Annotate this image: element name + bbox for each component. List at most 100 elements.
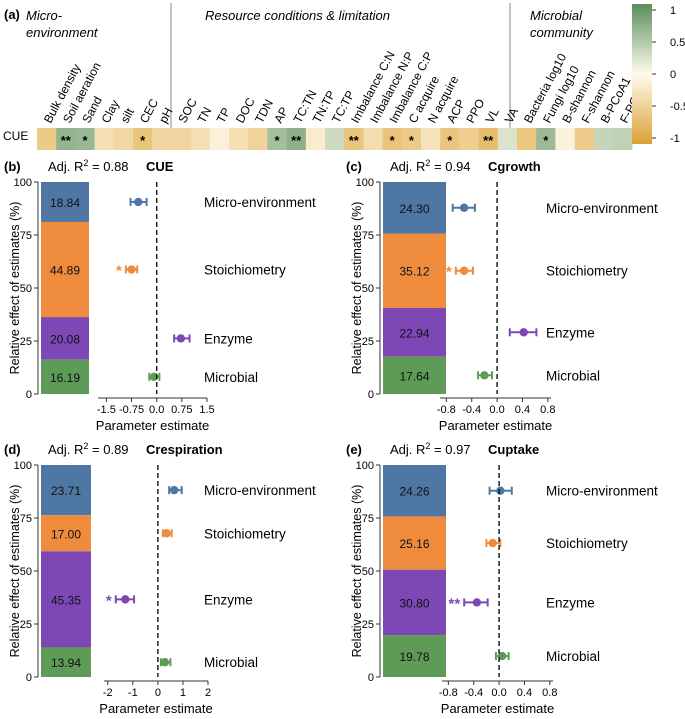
heatmap-row-label: CUE xyxy=(3,129,28,143)
heatmap-cell xyxy=(113,128,134,150)
y-tick-label: 25 xyxy=(362,619,374,631)
heatmap-significance: * xyxy=(543,133,549,148)
heatmap-cell xyxy=(56,128,76,150)
legend-colorbar xyxy=(632,4,652,144)
heatmap-cell xyxy=(286,128,307,150)
category-label: Enzyme xyxy=(546,595,595,610)
y-tick-label: 0 xyxy=(26,389,32,401)
stacked-bar-segment xyxy=(41,515,91,552)
y-axis-title: Relative effect of estimates (%) xyxy=(8,485,22,658)
y-tick-label: 50 xyxy=(20,566,32,578)
group-label-micro-environment-2: environment xyxy=(26,25,99,40)
stacked-bar-segment xyxy=(41,221,89,318)
x-tick-label: -0.75 xyxy=(119,404,144,416)
heatmap-cell xyxy=(152,128,172,150)
response-title: Crespiration xyxy=(146,442,223,457)
estimate-point xyxy=(176,334,186,343)
y-tick-label: 25 xyxy=(20,619,32,631)
y-axis-title: Relative effect of estimates (%) xyxy=(350,202,364,375)
heatmap-cell xyxy=(248,128,268,150)
heatmap-significance: * xyxy=(140,133,146,148)
y-tick-label: 50 xyxy=(362,283,374,295)
heatmap-cell xyxy=(421,128,441,150)
heatmap-cell xyxy=(613,128,633,150)
y-tick-label: 100 xyxy=(356,460,374,472)
heatmap-cell xyxy=(209,128,230,150)
y-tick-label: 0 xyxy=(26,672,32,684)
category-label: Microbial xyxy=(204,370,258,385)
y-tick-label: 75 xyxy=(362,230,374,242)
heatmap-cell xyxy=(344,128,364,150)
estimate-point xyxy=(519,328,528,337)
x-axis-title: Parameter estimate xyxy=(99,701,212,716)
stacked-bar-segment xyxy=(41,359,89,394)
x-tick-label: 0.4 xyxy=(515,404,530,416)
y-tick-label: 50 xyxy=(362,566,374,578)
category-label: Microbial xyxy=(546,368,600,383)
heatmap-column-label: VL xyxy=(482,106,501,126)
heatmap-significance: ** xyxy=(483,133,494,148)
x-tick-label: -0.4 xyxy=(464,687,483,699)
heatmap-significance: * xyxy=(82,133,88,148)
x-tick-label: -0.8 xyxy=(437,404,456,416)
adj-r2-value: = 0.88 xyxy=(88,159,128,174)
estimate-point xyxy=(480,371,489,380)
heatmap-significance: ** xyxy=(291,133,302,148)
heatmap-cell xyxy=(229,128,249,150)
adj-r2: Adj. R2 = 0.88 xyxy=(48,158,129,174)
estimate-point xyxy=(169,485,179,495)
estimate-point xyxy=(121,595,130,604)
heatmap-cell xyxy=(459,128,479,150)
heatmap-column-label: CEC xyxy=(137,96,161,125)
adj-r2: Adj. R2 = 0.94 xyxy=(390,158,471,174)
category-label: Stoichiometry xyxy=(546,536,628,551)
heatmap-column-label: AP xyxy=(271,105,291,126)
heatmap-cell xyxy=(267,128,287,150)
estimate-point xyxy=(134,197,143,207)
adj-r2-sup: 2 xyxy=(83,158,88,168)
estimate-point xyxy=(472,598,482,607)
significance-marker: * xyxy=(446,264,452,281)
x-tick-label: -0.8 xyxy=(439,687,458,699)
stacked-bar-segment xyxy=(383,182,446,234)
segment-value-label: 24.30 xyxy=(399,202,429,216)
heatmap-cell xyxy=(478,128,499,150)
adj-r2-value: = 0.94 xyxy=(430,159,470,174)
stacked-bar-segment xyxy=(383,307,446,357)
estimate-point xyxy=(459,203,469,212)
heatmap-cells: ** * * * ** ** * * * ** * xyxy=(37,128,633,150)
heatmap-significance: * xyxy=(274,133,280,148)
heatmap-cell xyxy=(401,128,422,150)
y-tick-label: 0 xyxy=(368,672,374,684)
segment-value-label: 45.35 xyxy=(51,593,81,607)
heatmap-cell xyxy=(517,128,537,150)
y-tick-label: 25 xyxy=(362,336,374,348)
heatmap-column-label: silt xyxy=(118,105,138,125)
heatmap-cell xyxy=(171,128,191,150)
group-label-microbial-community-1: Microbial xyxy=(530,8,583,23)
x-tick-label: 0.75 xyxy=(171,404,192,416)
panel-c: (c) Adj. R2 = 0.94 Cgrowth Relative effect … xyxy=(346,158,658,433)
significance-marker: * xyxy=(116,263,122,280)
category-label: Enzyme xyxy=(204,592,253,607)
panel-label: (c) xyxy=(346,159,362,174)
category-label: Micro-environment xyxy=(546,484,658,499)
heatmap-cell xyxy=(536,128,556,150)
stacked-bar-segment xyxy=(383,465,446,517)
x-tick-label: -2 xyxy=(103,687,113,699)
legend-ticks: 1 0.5 0 -0.5 -1 xyxy=(652,5,685,145)
heatmap-cell xyxy=(497,128,518,150)
segment-value-label: 17.00 xyxy=(51,527,81,541)
stacked-bar-segment xyxy=(41,647,91,677)
segment-value-label: 20.08 xyxy=(50,332,80,346)
estimate-point xyxy=(496,486,505,495)
heatmap-cell xyxy=(574,128,595,150)
segment-value-label: 44.89 xyxy=(50,264,80,278)
heatmap-cell xyxy=(133,128,153,150)
segment-value-label: 19.78 xyxy=(399,650,429,664)
y-tick-label: 0 xyxy=(368,389,374,401)
adj-r2-sup: 2 xyxy=(425,441,430,451)
stacked-bar-segment xyxy=(383,356,446,394)
